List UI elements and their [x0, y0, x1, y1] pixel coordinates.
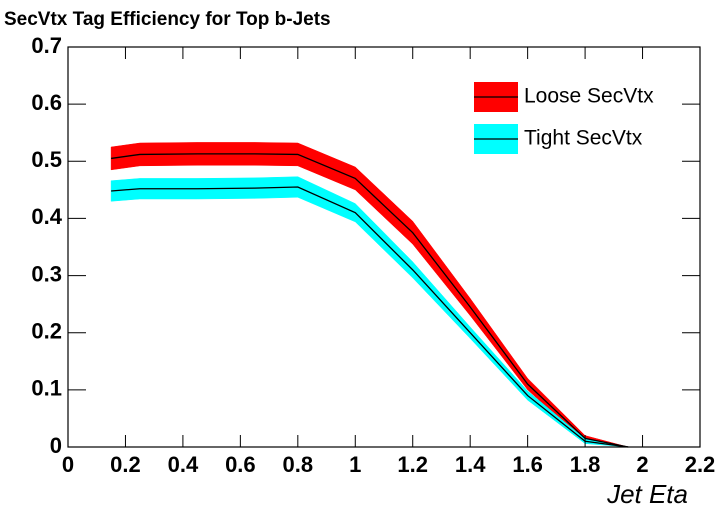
plot-frame [67, 46, 701, 448]
error-band [527, 390, 586, 445]
y-tick-label: 0.6 [31, 90, 62, 115]
chart-title: SecVtx Tag Efficiency for Top b-Jets [4, 9, 331, 30]
line [111, 186, 629, 448]
x-tick-label: 2.2 [685, 452, 716, 477]
line [111, 153, 629, 448]
x-tick-label: 0.4 [168, 452, 199, 477]
x-tick-label: 0 [62, 452, 74, 477]
y-tick-label: 0 [50, 433, 62, 458]
x-tick-label: 0.2 [110, 452, 141, 477]
x-tick-label: 2 [636, 452, 648, 477]
legend-label: Loose SecVtx [524, 85, 654, 108]
y-tick-label: 0.3 [31, 261, 62, 286]
legend-label: Tight SecVtx [524, 127, 643, 150]
x-tick-label: 1.4 [455, 452, 486, 477]
x-tick-label: 1.2 [397, 452, 428, 477]
x-tick-label: 0.8 [283, 452, 314, 477]
y-tick-label: 0.2 [31, 319, 62, 344]
y-tick-label: 0.5 [31, 147, 62, 172]
x-tick-label: 0.6 [225, 452, 256, 477]
x-tick-label: 1 [349, 452, 361, 477]
x-tick-label: 1.6 [512, 452, 543, 477]
x-axis-label: Jet Eta [606, 479, 688, 509]
y-tick-label: 0.1 [31, 376, 62, 401]
x-tick-label: 1.8 [570, 452, 601, 477]
y-tick-label: 0.4 [31, 204, 62, 229]
y-tick-label: 0.7 [31, 33, 62, 58]
